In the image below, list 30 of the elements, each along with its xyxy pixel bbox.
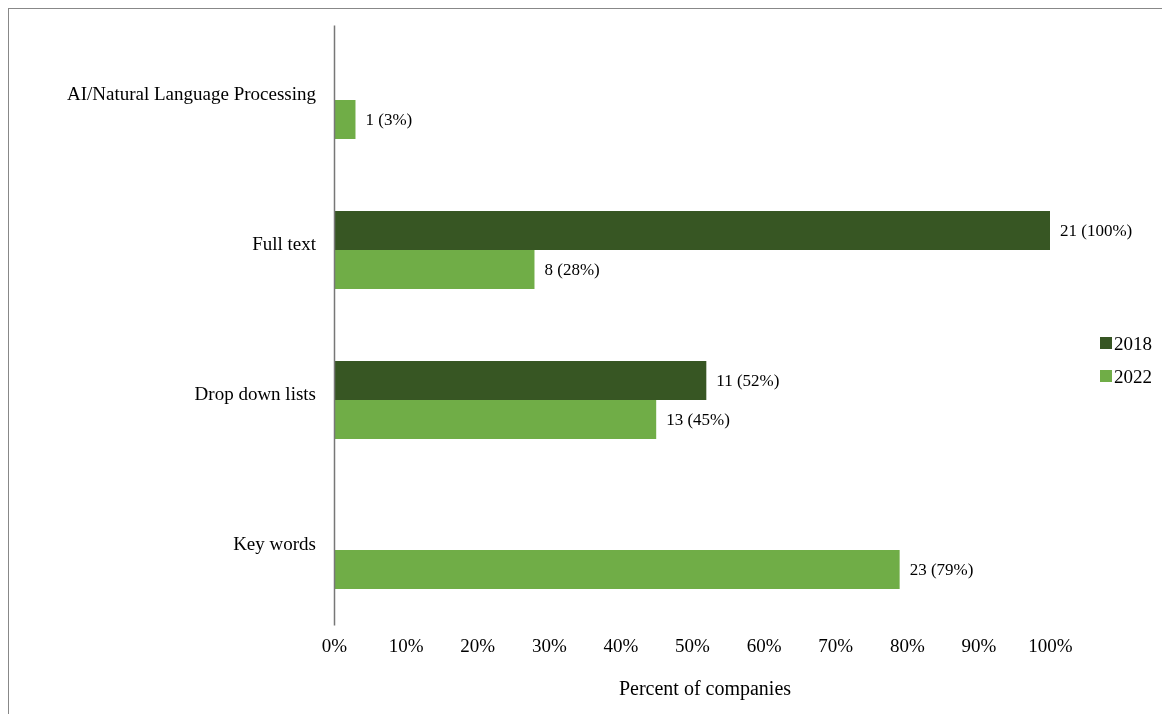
bar xyxy=(334,100,356,139)
data-label: 13 (45%) xyxy=(666,410,730,430)
data-label: 21 (100%) xyxy=(1060,221,1133,241)
y-tick-label: Key words xyxy=(233,533,316,554)
x-tick-label: 0% xyxy=(321,635,348,657)
x-tick-label: 60% xyxy=(746,635,782,657)
bar xyxy=(334,361,707,400)
x-tick-label: 80% xyxy=(889,635,925,657)
x-tick-label: 70% xyxy=(818,635,854,657)
bar xyxy=(334,250,535,289)
x-tick-label: 20% xyxy=(460,635,496,657)
x-axis-title: Percent of companies xyxy=(618,677,792,700)
x-tick-label: 40% xyxy=(603,635,639,657)
x-tick-label: 50% xyxy=(675,635,711,657)
y-tick-label: Full text xyxy=(252,233,317,254)
data-label: 8 (28%) xyxy=(544,260,600,280)
bar xyxy=(334,211,1050,250)
y-tick-label: AI/Natural Language Processing xyxy=(66,83,317,104)
bar xyxy=(334,400,657,439)
y-tick-label: Drop down lists xyxy=(194,383,316,404)
data-label: 23 (79%) xyxy=(909,560,974,580)
legend-label: 2018 xyxy=(1114,332,1152,354)
bar xyxy=(334,550,900,589)
legend-label: 2022 xyxy=(1114,365,1152,387)
x-tick-label: 100% xyxy=(1028,635,1073,657)
x-tick-label: 30% xyxy=(531,635,567,657)
x-tick-label: 10% xyxy=(388,635,424,657)
data-label: 11 (52%) xyxy=(716,371,780,391)
x-tick-label: 90% xyxy=(961,635,997,657)
data-label: 1 (3%) xyxy=(365,110,413,130)
